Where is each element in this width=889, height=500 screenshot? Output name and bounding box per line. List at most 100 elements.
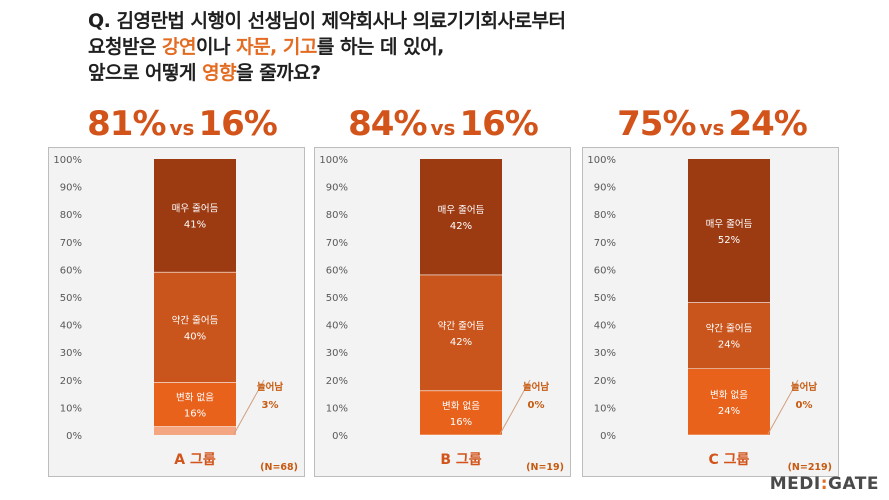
y-tick-label: 40% bbox=[594, 321, 616, 332]
y-tick-label: 80% bbox=[594, 210, 616, 221]
callout-value-label: 3% bbox=[262, 400, 279, 411]
stacked-bar-chart-a: 0% 10% 20% 30% 40% 50% 60% 70% 80% 90% 100% 변화 없음 16… bbox=[53, 155, 298, 473]
headline-c-vs: vs bbox=[699, 116, 725, 140]
segment-name-label: 변화 없음 bbox=[710, 389, 748, 401]
question-line-3-part-b: 을 줄까요? bbox=[236, 62, 321, 84]
sample-size-label: (N=219) bbox=[788, 462, 832, 473]
stacked-bar-chart-c: 0% 10% 20% 30% 40% 50% 60% 70% 80% 90% 100% 변화 없음 24… bbox=[587, 155, 832, 473]
segment-name-label: 변화 없음 bbox=[176, 392, 214, 404]
segment-value-label: 42% bbox=[450, 221, 472, 232]
medigate-logo: MEDI:GATE bbox=[770, 474, 879, 494]
segment-name-label: 매우 줄어듬 bbox=[706, 219, 753, 230]
headline-a-vs: vs bbox=[169, 116, 195, 140]
bar-segment bbox=[420, 159, 502, 275]
y-tick-label: 40% bbox=[60, 321, 82, 332]
y-tick-label: 0% bbox=[600, 431, 616, 442]
chart-panel-b: 0% 10% 20% 30% 40% 50% 60% 70% 80% 90% 100% 변화 없음 16… bbox=[314, 147, 571, 477]
category-label: A 그룹 bbox=[174, 452, 216, 468]
y-tick-label: 50% bbox=[60, 293, 82, 304]
y-tick-label: 60% bbox=[594, 265, 616, 276]
headline-a-right: 16% bbox=[198, 104, 277, 144]
sample-size-label: (N=19) bbox=[526, 462, 564, 473]
y-tick-label: 100% bbox=[319, 155, 348, 166]
highlight-impact: 영향 bbox=[202, 62, 237, 84]
sample-size-label: (N=68) bbox=[260, 462, 298, 473]
y-tick-label: 60% bbox=[60, 265, 82, 276]
highlight-advice: 자문, 기고 bbox=[236, 36, 317, 58]
y-tick-label: 20% bbox=[326, 376, 348, 387]
bar-segment bbox=[688, 159, 770, 303]
headline-c: 75% vs 24% bbox=[582, 104, 842, 144]
bar-segment bbox=[420, 274, 502, 391]
headline-a-left: 81% bbox=[87, 104, 166, 144]
callout-value-label: 0% bbox=[528, 400, 545, 411]
highlight-lecture: 강연 bbox=[162, 36, 197, 58]
segment-name-label: 변화 없음 bbox=[442, 400, 480, 412]
question-line-2: 요청받은 강연이나 자문, 기고를 하는 데 있어, bbox=[88, 34, 868, 60]
bar-segment bbox=[154, 382, 236, 427]
y-tick-label: 10% bbox=[60, 403, 82, 414]
y-tick-label: 80% bbox=[60, 210, 82, 221]
chart-panel-a: 0% 10% 20% 30% 40% 50% 60% 70% 80% 90% 100% 변화 없음 16… bbox=[48, 147, 305, 477]
question-line-2-part-a: 요청받은 bbox=[88, 36, 163, 58]
callout-name-label: 늘어남 bbox=[523, 381, 549, 393]
headline-b-left: 84% bbox=[348, 104, 427, 144]
y-tick-label: 10% bbox=[326, 403, 348, 414]
headline-b-vs: vs bbox=[430, 116, 456, 140]
headline-b-right: 16% bbox=[459, 104, 538, 144]
question-line-2-part-c: 를 하는 데 있어, bbox=[316, 36, 444, 58]
y-tick-label: 20% bbox=[594, 376, 616, 387]
segment-value-label: 16% bbox=[450, 417, 472, 428]
callout-line bbox=[767, 379, 799, 435]
y-tick-label: 50% bbox=[594, 293, 616, 304]
segment-value-label: 16% bbox=[184, 409, 206, 420]
segment-value-label: 24% bbox=[718, 406, 740, 417]
question-line-3: 앞으로 어떻게 영향을 줄까요? bbox=[88, 60, 868, 86]
question-line-1: Q. 김영란법 시행이 선생님이 제약회사나 의료기기회사로부터 bbox=[88, 10, 566, 32]
brand-part-2: GATE bbox=[828, 474, 879, 494]
segment-name-label: 매우 줄어듬 bbox=[172, 204, 219, 215]
question-text: Q. 김영란법 시행이 선생님이 제약회사나 의료기기회사로부터 요청받은 강연… bbox=[88, 8, 868, 86]
y-tick-label: 30% bbox=[594, 348, 616, 359]
chart-panel-c: 0% 10% 20% 30% 40% 50% 60% 70% 80% 90% 100% 변화 없음 24… bbox=[582, 147, 839, 477]
y-tick-label: 90% bbox=[594, 183, 616, 194]
brand-part-1: MEDI bbox=[769, 474, 821, 494]
segment-name-label: 약간 줄어듬 bbox=[172, 314, 219, 326]
brand-separator: : bbox=[820, 474, 828, 494]
y-tick-label: 80% bbox=[326, 210, 348, 221]
y-tick-label: 50% bbox=[326, 293, 348, 304]
headline-c-right: 24% bbox=[728, 104, 807, 144]
bar-segment bbox=[154, 426, 236, 435]
headline-c-left: 75% bbox=[617, 104, 696, 144]
bar-segment bbox=[420, 390, 502, 435]
segment-value-label: 41% bbox=[184, 220, 206, 231]
y-tick-label: 30% bbox=[60, 348, 82, 359]
callout-line bbox=[499, 379, 531, 435]
y-tick-label: 90% bbox=[326, 183, 348, 194]
segment-name-label: 매우 줄어듬 bbox=[438, 205, 485, 216]
segment-value-label: 52% bbox=[718, 235, 740, 246]
y-tick-label: 100% bbox=[53, 155, 82, 166]
y-tick-label: 20% bbox=[60, 376, 82, 387]
headline-b: 84% vs 16% bbox=[313, 104, 573, 144]
y-tick-label: 70% bbox=[594, 238, 616, 249]
question-line-3-part-a: 앞으로 어떻게 bbox=[88, 62, 203, 84]
callout-name-label: 늘어남 bbox=[791, 381, 817, 393]
bar-segment bbox=[688, 302, 770, 369]
y-tick-label: 70% bbox=[326, 238, 348, 249]
category-label: B 그룹 bbox=[440, 452, 481, 468]
y-tick-label: 100% bbox=[587, 155, 616, 166]
y-tick-label: 30% bbox=[326, 348, 348, 359]
callout-value-label: 0% bbox=[796, 400, 813, 411]
segment-name-label: 약간 줄어듬 bbox=[706, 323, 753, 335]
bar-segment bbox=[154, 159, 236, 273]
segment-value-label: 40% bbox=[184, 331, 206, 342]
question-line-2-part-b: 이나 bbox=[196, 36, 237, 58]
bar-segment bbox=[688, 368, 770, 435]
segment-value-label: 24% bbox=[718, 340, 740, 351]
callout-name-label: 늘어남 bbox=[257, 381, 283, 393]
y-tick-label: 40% bbox=[326, 321, 348, 332]
headline-a: 81% vs 16% bbox=[52, 104, 312, 144]
y-tick-label: 70% bbox=[60, 238, 82, 249]
bar-segment bbox=[154, 272, 236, 383]
